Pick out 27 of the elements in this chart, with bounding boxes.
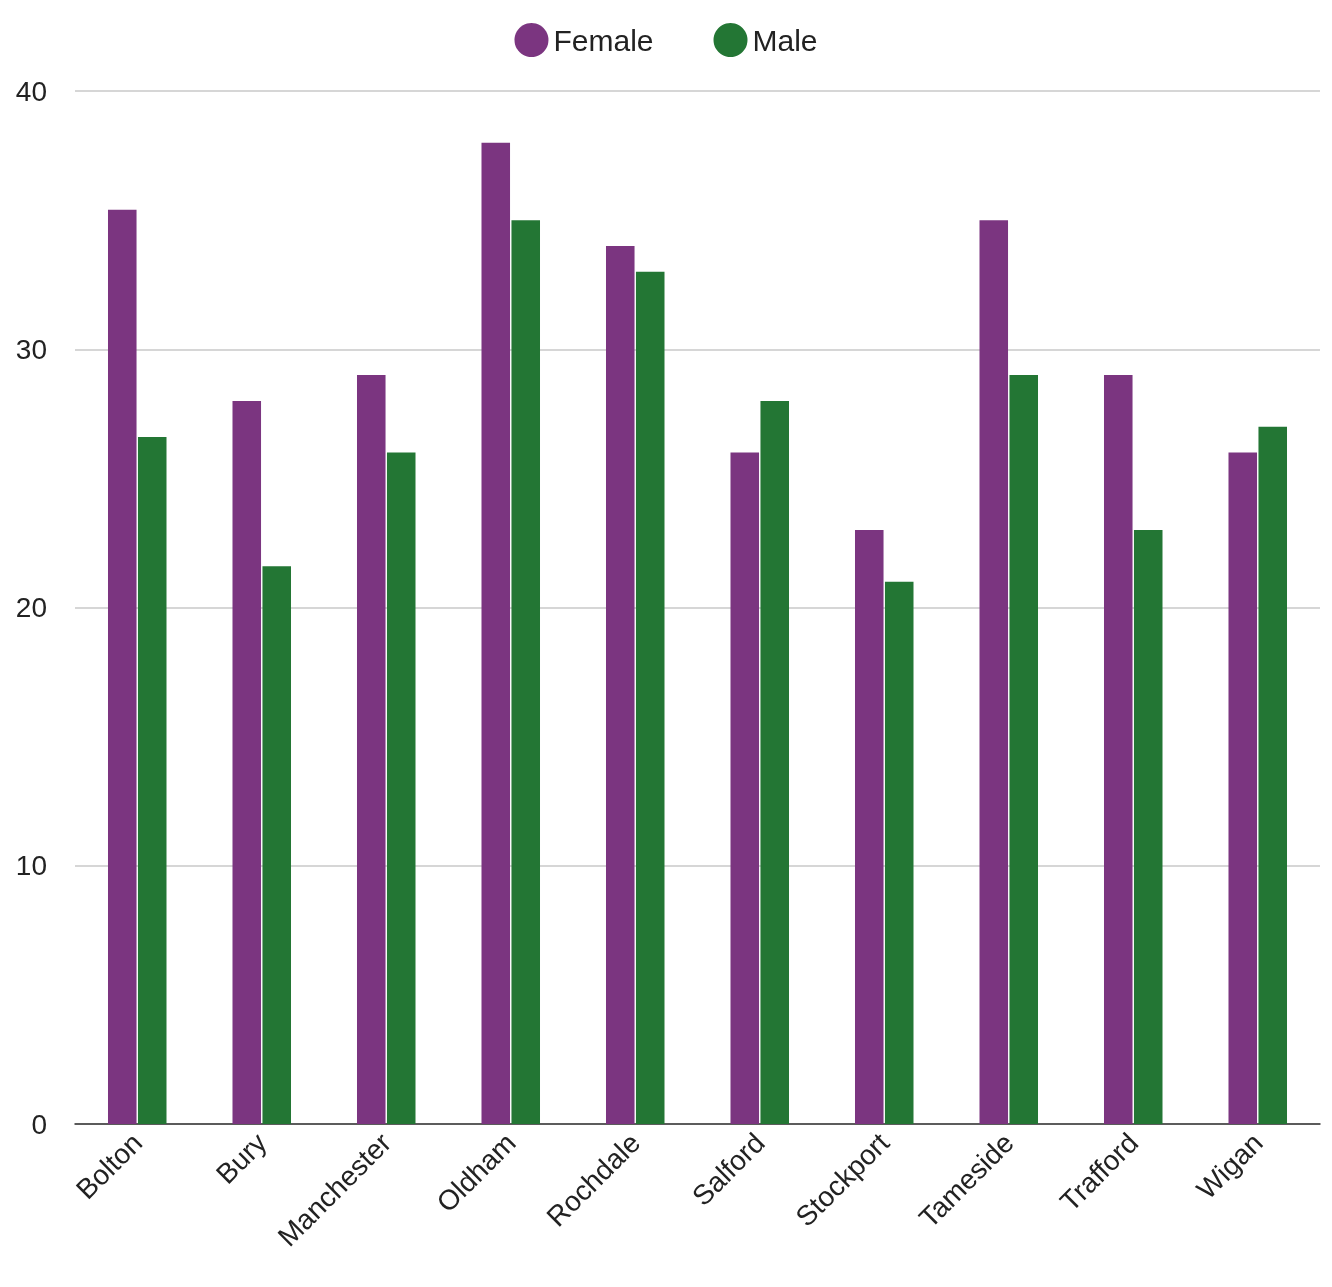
y-tick-label: 0 <box>31 1108 47 1140</box>
bar <box>511 220 541 1124</box>
bar <box>1103 375 1133 1124</box>
bar <box>1009 375 1039 1124</box>
legend-label: Female <box>553 23 654 57</box>
bar <box>854 530 884 1124</box>
y-tick-label: 30 <box>15 333 47 365</box>
bar <box>1228 452 1258 1124</box>
bar <box>884 581 914 1124</box>
bar <box>635 271 665 1124</box>
bar <box>1133 530 1163 1124</box>
bar <box>232 400 262 1124</box>
bar <box>760 400 790 1124</box>
bar <box>137 437 167 1124</box>
legend-label: Male <box>752 23 818 57</box>
bar <box>107 209 137 1124</box>
bar <box>386 452 416 1124</box>
y-tick-label: 20 <box>15 592 47 623</box>
y-tick-label: 10 <box>15 850 47 882</box>
bar <box>262 566 292 1124</box>
bar <box>1258 426 1288 1124</box>
y-tick-label: 40 <box>15 75 47 107</box>
bar <box>979 220 1009 1124</box>
bar <box>481 142 511 1124</box>
bar <box>730 452 760 1124</box>
bar <box>605 245 635 1124</box>
bar <box>356 375 386 1124</box>
